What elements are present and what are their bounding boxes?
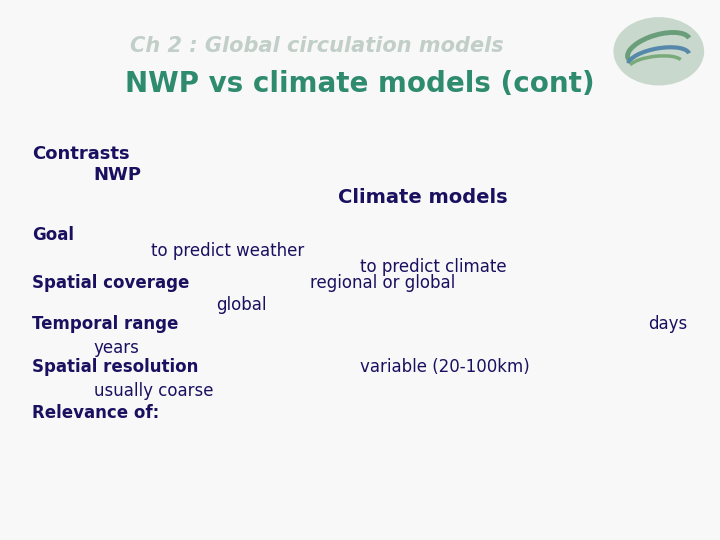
- Text: Climate models: Climate models: [338, 187, 508, 207]
- Text: global: global: [216, 296, 266, 314]
- Text: days: days: [648, 315, 688, 333]
- Text: Relevance of:: Relevance of:: [32, 404, 160, 422]
- Text: Temporal range: Temporal range: [32, 315, 179, 333]
- Text: NWP: NWP: [94, 166, 142, 185]
- Text: to predict weather: to predict weather: [151, 242, 305, 260]
- Text: Spatial coverage: Spatial coverage: [32, 274, 190, 293]
- Circle shape: [614, 18, 703, 85]
- Text: NWP vs climate models (cont): NWP vs climate models (cont): [125, 70, 595, 98]
- Text: years: years: [94, 339, 140, 357]
- Text: Contrasts: Contrasts: [32, 145, 130, 163]
- Text: usually coarse: usually coarse: [94, 382, 213, 401]
- Text: variable (20-100km): variable (20-100km): [360, 358, 530, 376]
- Text: Ch 2 : Global circulation models: Ch 2 : Global circulation models: [130, 36, 503, 56]
- Text: regional or global: regional or global: [310, 274, 455, 293]
- Text: Spatial resolution: Spatial resolution: [32, 358, 199, 376]
- Text: Goal: Goal: [32, 226, 74, 244]
- Text: to predict climate: to predict climate: [360, 258, 507, 276]
